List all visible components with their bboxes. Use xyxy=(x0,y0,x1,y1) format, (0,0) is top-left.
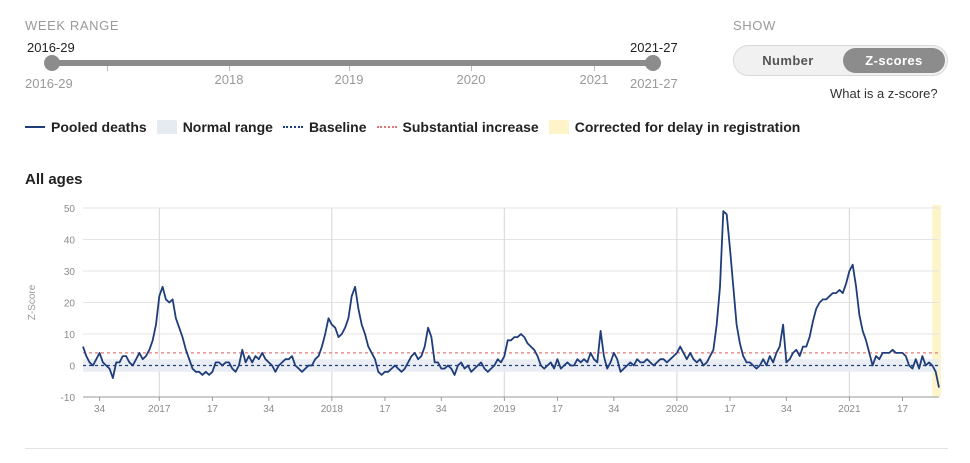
corrected-delay-band xyxy=(932,205,941,397)
pooled-deaths-line xyxy=(82,210,940,388)
y-axis-label: Z-Score xyxy=(27,284,38,320)
x-tick-label: 17 xyxy=(897,404,909,415)
range-start-handle[interactable] xyxy=(44,55,60,71)
x-tick-label: 2020 xyxy=(666,404,689,415)
legend-label: Baseline xyxy=(308,119,367,135)
range-end-value: 2021-27 xyxy=(630,40,678,55)
x-tick-label: 34 xyxy=(436,404,448,415)
range-start-value: 2016-29 xyxy=(27,40,75,55)
y-tick-label: -10 xyxy=(61,393,76,404)
range-year-label: 2021 xyxy=(579,72,609,87)
x-tick-label: 2019 xyxy=(493,404,516,415)
y-tick-label: 40 xyxy=(64,236,76,247)
chart-title: All ages xyxy=(25,171,83,188)
range-tick xyxy=(594,66,595,71)
zscores-option-button[interactable]: Z-scores xyxy=(843,48,945,73)
range-start-label: 2016-29 xyxy=(25,76,73,91)
legend-label: Substantial increase xyxy=(402,119,539,135)
range-tick xyxy=(471,66,472,71)
x-tick-label: 34 xyxy=(781,404,793,415)
legend-item-normal[interactable]: Normal range xyxy=(156,119,273,135)
x-tick-label: 2017 xyxy=(148,404,171,415)
week-range-label: WEEK RANGE xyxy=(25,18,120,33)
range-end-handle[interactable] xyxy=(645,55,661,71)
dotted-line-swatch-icon xyxy=(282,126,303,128)
range-tick xyxy=(229,66,230,71)
zscore-help-link[interactable]: What is a z-score? xyxy=(830,86,938,101)
legend-item-baseline[interactable]: Baseline xyxy=(282,119,367,135)
x-tick-label: 17 xyxy=(552,404,564,415)
range-end-label: 2021-27 xyxy=(630,76,678,91)
y-tick-label: 30 xyxy=(64,267,76,278)
show-toggle: Number Z-scores xyxy=(733,45,948,76)
divider xyxy=(25,448,948,449)
range-year-label: 2018 xyxy=(214,72,244,87)
legend-item-corrected[interactable]: Corrected for delay in registration xyxy=(548,119,801,135)
band-swatch-icon xyxy=(156,120,177,134)
yellow-swatch-icon xyxy=(548,120,569,134)
legend-item-substantial[interactable]: Substantial increase xyxy=(376,119,539,135)
range-tick xyxy=(349,66,350,71)
dotted-red-swatch-icon xyxy=(376,126,397,128)
x-tick-label: 34 xyxy=(263,404,275,415)
range-year-label: 2019 xyxy=(334,72,364,87)
y-tick-label: 0 xyxy=(69,362,75,373)
legend-label: Pooled deaths xyxy=(51,119,147,135)
range-tick xyxy=(107,66,108,71)
y-tick-label: 20 xyxy=(64,299,76,310)
legend: Pooled deaths Normal range Baseline Subs… xyxy=(25,119,810,135)
range-year-label: 2020 xyxy=(456,72,486,87)
x-tick-label: 34 xyxy=(608,404,620,415)
number-option-button[interactable]: Number xyxy=(762,53,814,68)
x-tick-label: 34 xyxy=(94,404,106,415)
x-tick-label: 17 xyxy=(207,404,219,415)
legend-label: Normal range xyxy=(182,119,273,135)
legend-label: Corrected for delay in registration xyxy=(574,119,801,135)
x-tick-label: 2018 xyxy=(321,404,344,415)
x-tick-label: 17 xyxy=(379,404,391,415)
x-tick-label: 17 xyxy=(724,404,736,415)
week-range-track[interactable] xyxy=(51,60,653,66)
y-tick-label: 10 xyxy=(64,330,76,341)
show-label: SHOW xyxy=(733,18,776,33)
legend-item-pooled[interactable]: Pooled deaths xyxy=(25,119,147,135)
x-tick-label: 2021 xyxy=(838,404,861,415)
y-tick-label: 50 xyxy=(64,204,76,215)
line-swatch-icon xyxy=(25,126,45,128)
